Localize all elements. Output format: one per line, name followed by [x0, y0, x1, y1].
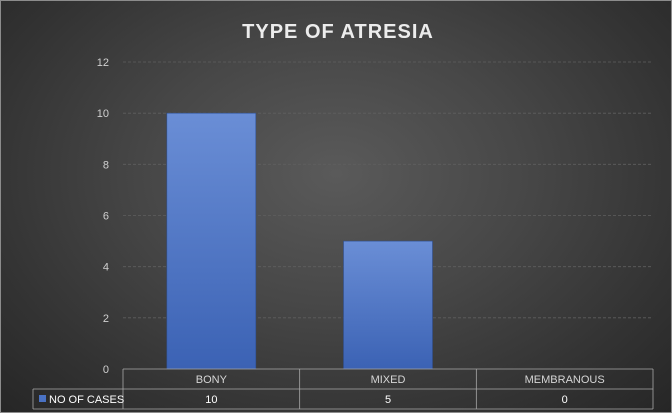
data-table-value: 5 — [385, 394, 391, 406]
bar-bony — [166, 112, 257, 370]
y-tick-label: 4 — [103, 262, 109, 274]
legend-series-name: NO OF CASES — [49, 394, 124, 406]
legend-key — [39, 395, 46, 402]
bar-mixed — [343, 240, 433, 370]
x-category-label: MIXED — [371, 374, 406, 386]
x-category-label: MEMBRANOUS — [525, 374, 605, 386]
data-table: BONY 10 MIXED 5 MEMBRANOUS 0 NO OF CASES — [32, 368, 654, 410]
data-table-value: 10 — [205, 394, 217, 406]
y-tick-label: 10 — [97, 108, 109, 120]
x-category-label: BONY — [196, 374, 228, 386]
y-tick-label: 2 — [103, 313, 109, 325]
y-tick-label: 6 — [103, 211, 109, 223]
data-table-value: 0 — [562, 394, 568, 406]
y-tick-label: 12 — [97, 57, 109, 69]
y-tick-label: 8 — [103, 159, 109, 171]
y-tick-label: 0 — [103, 364, 109, 376]
bars-layer — [166, 112, 433, 370]
chart-title: TYPE OF ATRESIA — [242, 21, 434, 43]
